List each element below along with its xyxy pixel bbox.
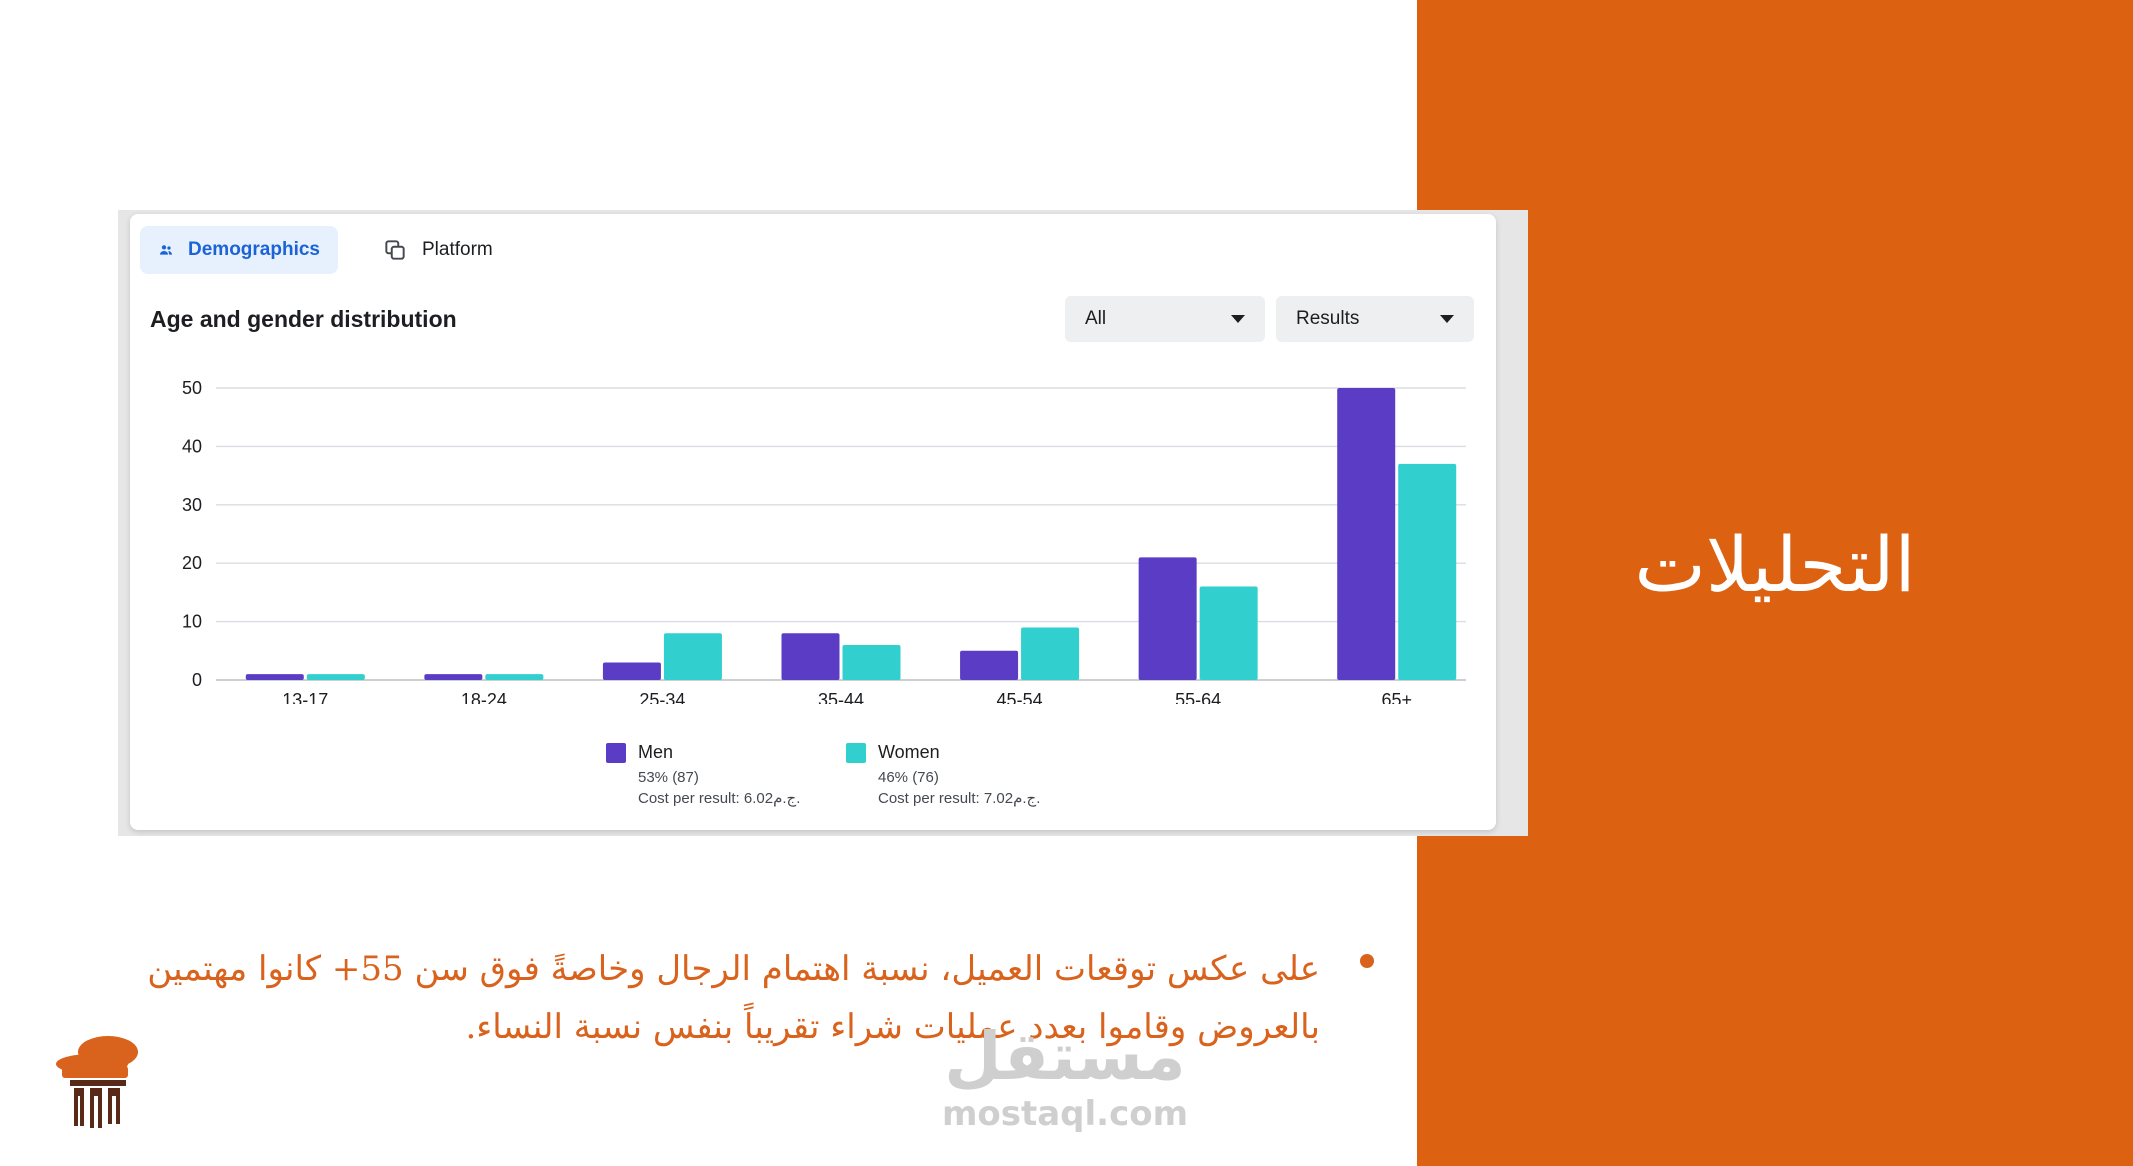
legend-men-name: Men: [638, 742, 674, 762]
audience-dropdown-value: All: [1085, 308, 1107, 329]
caret-down-icon: [1231, 315, 1245, 323]
copy-icon: [385, 240, 405, 260]
bullet-dot: [1360, 954, 1374, 968]
audience-dropdown[interactable]: All: [1065, 296, 1265, 342]
men-bar: [1337, 388, 1396, 680]
accent-panel: [1417, 0, 2133, 1166]
caret-down-icon: [1440, 315, 1454, 323]
men-bar: [602, 662, 661, 680]
legend-men: Men 53% (87) Cost per result: 6.02ج.م.: [606, 742, 800, 809]
x-tick-label: 45-54: [997, 690, 1043, 704]
x-tick-label: 18-24: [461, 690, 507, 704]
legend-women-cost: Cost per result: 7.02ج.م.: [878, 790, 1041, 807]
x-tick-label: 65+: [1381, 690, 1412, 704]
metric-dropdown[interactable]: Results: [1276, 296, 1474, 342]
y-tick-label: 30: [182, 495, 202, 515]
men-bar: [960, 650, 1019, 680]
legend-women-name: Women: [878, 742, 940, 762]
slide-title: التحليلات: [1634, 520, 1916, 609]
y-tick-label: 50: [182, 378, 202, 398]
y-tick-label: 20: [182, 553, 202, 573]
x-tick-label: 13-17: [282, 690, 328, 704]
men-bar: [424, 674, 483, 680]
legend-women-share: 46% (76): [878, 769, 939, 786]
chart-heading: Age and gender distribution: [150, 306, 457, 332]
men-swatch: [606, 742, 626, 763]
legend-men-share: 53% (87): [638, 769, 699, 786]
women-bar: [842, 644, 901, 680]
men-bar: [1138, 557, 1197, 680]
women-bar: [306, 674, 365, 680]
y-tick-label: 40: [182, 436, 202, 456]
men-bar: [781, 633, 840, 680]
watermark-latin: mostaql.com: [941, 1094, 1189, 1134]
women-bar: [1199, 586, 1258, 680]
women-bar: [485, 674, 544, 680]
insights-card: Demographics Platform Age and gender dis…: [130, 214, 1496, 830]
tab-demographics[interactable]: Demographics: [140, 226, 338, 274]
watermark: مستقل mostaql.com: [900, 1018, 1230, 1135]
men-bar: [245, 674, 304, 680]
metric-dropdown-value: Results: [1296, 308, 1360, 329]
women-swatch: [846, 742, 866, 763]
insight-text: على عكس توقعات العميل، نسبة اهتمام الرجا…: [147, 949, 1320, 1047]
people-icon: [160, 245, 173, 255]
watermark-arabic: مستقل: [944, 1018, 1186, 1095]
legend-women: Women 46% (76) Cost per result: 7.02ج.م.: [846, 742, 1040, 809]
women-bar: [1398, 463, 1457, 680]
tab-demographics-label: Demographics: [188, 239, 320, 260]
chef-hat-logo: [56, 1036, 138, 1128]
women-bar: [663, 633, 722, 680]
tab-platform-label: Platform: [422, 239, 493, 260]
tab-platform[interactable]: Platform: [364, 226, 511, 274]
legend-men-cost: Cost per result: 6.02ج.م.: [638, 790, 801, 807]
x-tick-label: 25-34: [639, 690, 685, 704]
x-tick-label: 55-64: [1175, 690, 1221, 704]
age-gender-chart: 0 10 20 30 40 50 13-17 18-24 25-34 35-44 45-54 55-6…: [182, 378, 1466, 704]
y-tick-label: 0: [192, 670, 202, 690]
y-tick-label: 10: [182, 612, 202, 632]
x-tick-label: 35-44: [818, 690, 864, 704]
women-bar: [1021, 627, 1080, 680]
